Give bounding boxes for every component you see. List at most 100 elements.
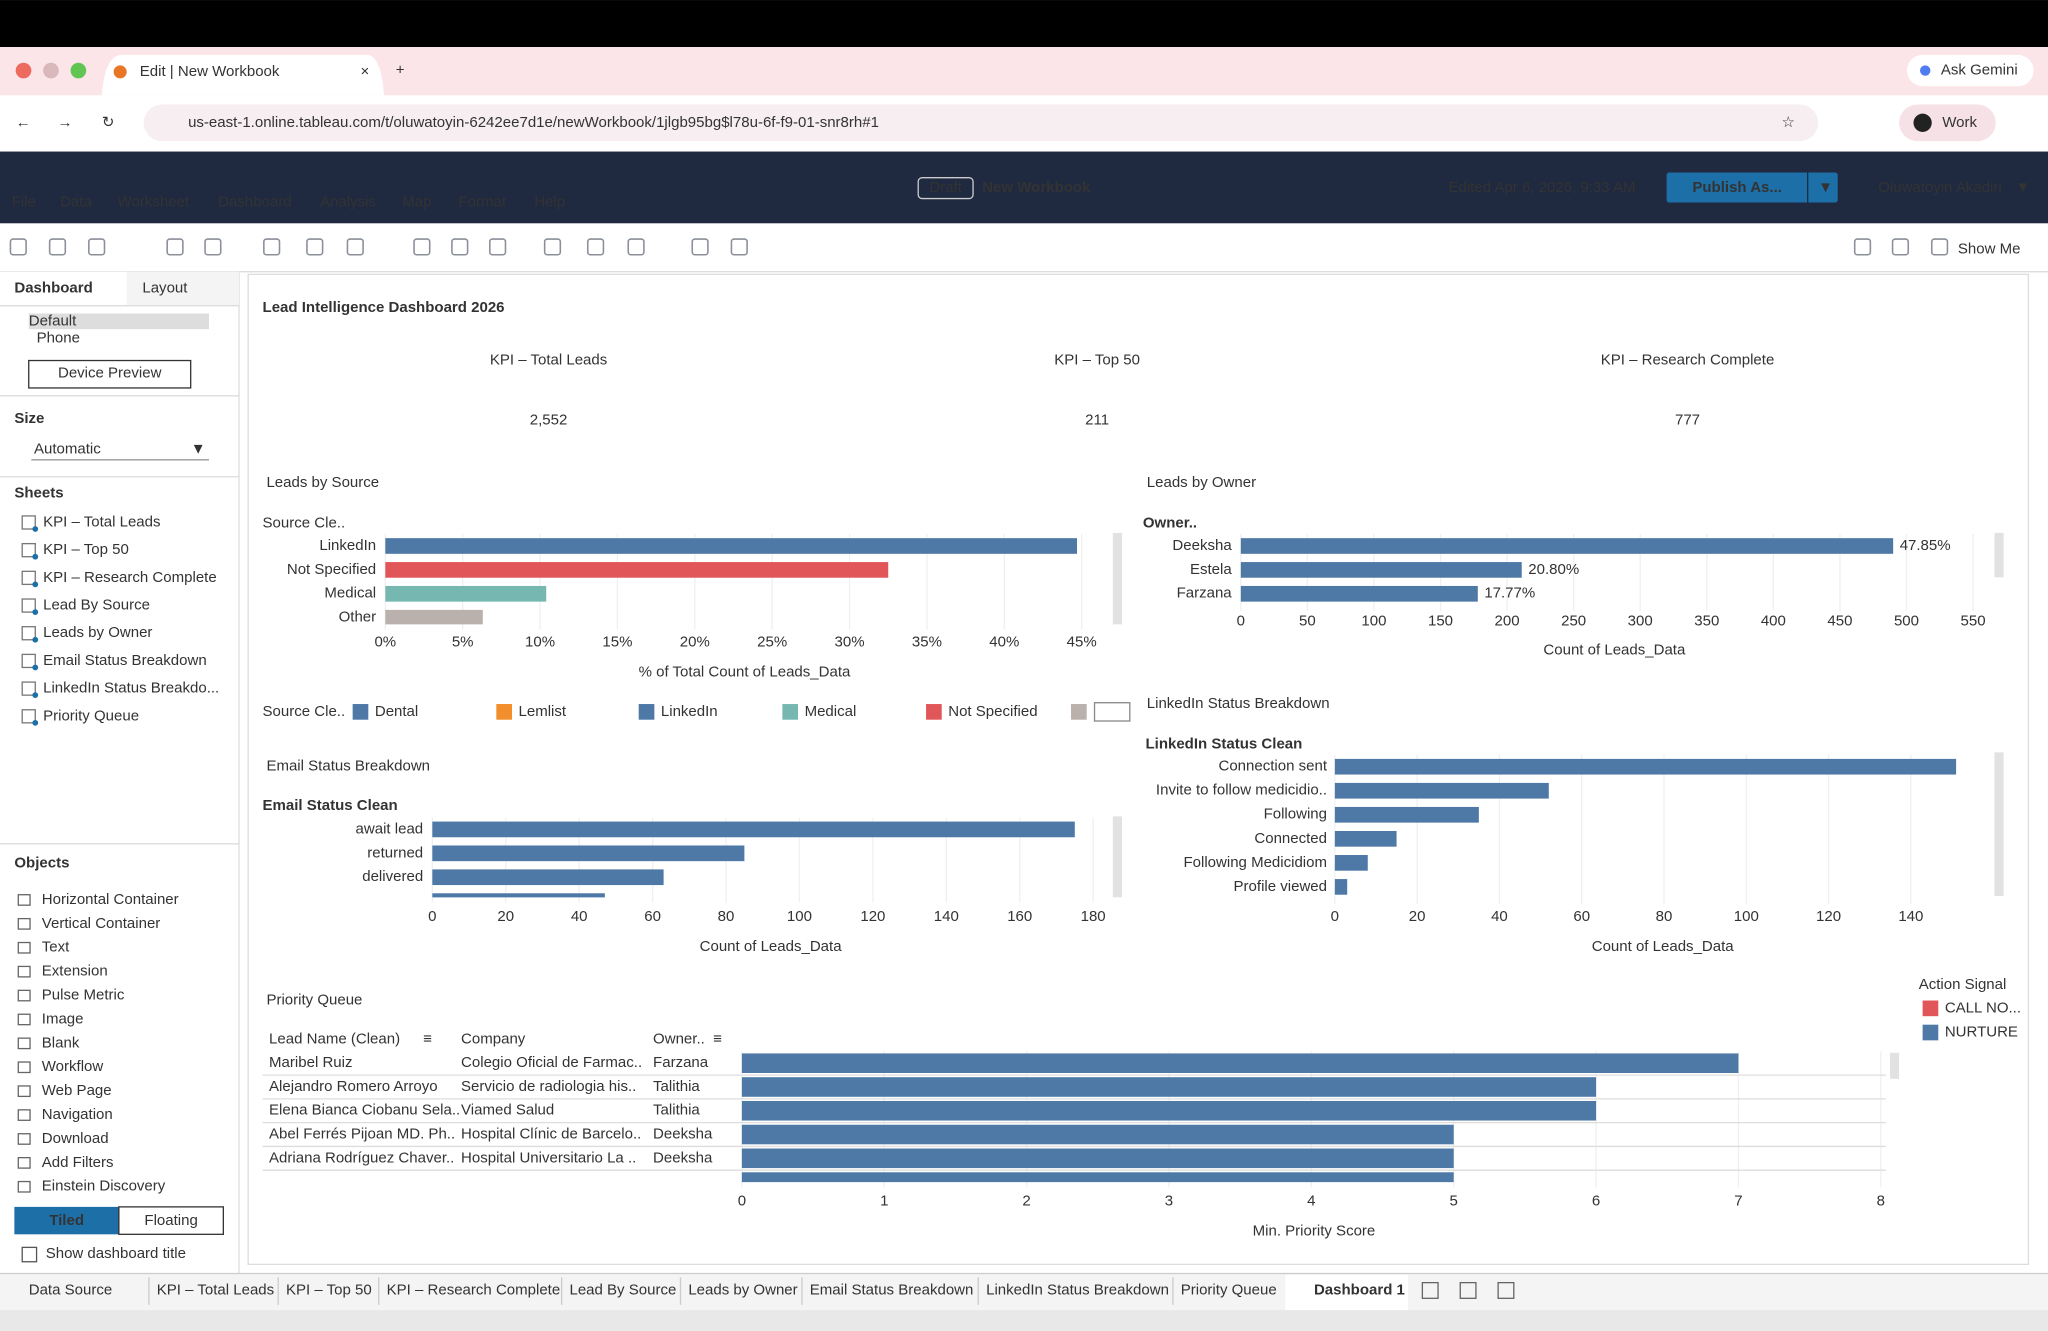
menu-item[interactable]: Help bbox=[534, 193, 565, 210]
publish-label[interactable]: Publish As... bbox=[1692, 179, 1782, 196]
object-item[interactable]: Text bbox=[42, 939, 70, 956]
sidebar-tab[interactable] bbox=[126, 271, 240, 306]
tiled-label[interactable]: Tiled bbox=[49, 1212, 84, 1229]
toolbar-icon[interactable] bbox=[730, 238, 748, 256]
menu-item[interactable]: File bbox=[12, 193, 36, 210]
bar[interactable] bbox=[741, 1077, 1597, 1097]
close-dot[interactable] bbox=[15, 62, 32, 79]
show-me[interactable]: Show Me bbox=[1958, 240, 2021, 257]
legend-label[interactable]: Lemlist bbox=[519, 703, 567, 720]
device[interactable]: Phone bbox=[37, 329, 80, 346]
size-dropdown[interactable]: ▼ bbox=[191, 440, 206, 457]
bar[interactable] bbox=[432, 821, 1075, 838]
toolbar-icon[interactable] bbox=[543, 238, 562, 256]
sheet-tab[interactable]: KPI – Total Leads bbox=[157, 1281, 274, 1298]
active-tab[interactable] bbox=[101, 54, 384, 96]
object-item[interactable]: Workflow bbox=[42, 1058, 104, 1075]
object-item[interactable]: Add Filters bbox=[42, 1154, 114, 1171]
user-dropdown[interactable]: ▼ bbox=[2015, 179, 2030, 196]
url-bar[interactable] bbox=[143, 104, 1819, 142]
checkbox[interactable] bbox=[21, 1246, 38, 1263]
object-item[interactable]: Extension bbox=[42, 963, 108, 980]
sheet-tab[interactable]: KPI – Top 50 bbox=[286, 1281, 372, 1298]
forward[interactable]: → bbox=[57, 114, 72, 131]
sheet-tab[interactable]: Data Source bbox=[29, 1281, 112, 1298]
new-sheet-icon[interactable] bbox=[1497, 1281, 1515, 1299]
bar[interactable] bbox=[385, 538, 1078, 554]
menu-item[interactable]: Worksheet bbox=[118, 193, 190, 210]
menu-item[interactable]: Dashboard bbox=[218, 193, 291, 210]
sheet-item[interactable]: KPI – Total Leads bbox=[43, 513, 160, 530]
sidebar-tab-label[interactable]: Layout bbox=[142, 280, 188, 297]
scrollbar[interactable] bbox=[1889, 1052, 1900, 1079]
legend-swatch[interactable] bbox=[782, 704, 799, 720]
sheet-item[interactable]: KPI – Research Complete bbox=[43, 569, 217, 586]
bar[interactable] bbox=[741, 1172, 1454, 1192]
legend-swatch[interactable] bbox=[352, 704, 369, 720]
bar[interactable] bbox=[1334, 782, 1549, 799]
show-title[interactable]: Show dashboard title bbox=[46, 1245, 186, 1262]
object-item[interactable]: Horizontal Container bbox=[42, 891, 179, 908]
sheet-item[interactable]: Priority Queue bbox=[43, 707, 139, 724]
legend-label[interactable]: Not Specified bbox=[948, 703, 1037, 720]
toolbar-icon[interactable] bbox=[413, 238, 431, 256]
sheet-tab[interactable]: Dashboard 1 bbox=[1314, 1281, 1405, 1298]
bar[interactable] bbox=[432, 869, 664, 886]
bar[interactable] bbox=[741, 1124, 1454, 1145]
sort-icon[interactable]: ≡ bbox=[423, 1031, 432, 1048]
bar[interactable] bbox=[1334, 830, 1397, 847]
tab-title[interactable]: Edit | New Workbook bbox=[140, 63, 280, 80]
object-item[interactable]: Pulse Metric bbox=[42, 987, 125, 1004]
device-selected[interactable] bbox=[28, 313, 209, 330]
bar[interactable] bbox=[432, 845, 745, 862]
bar[interactable] bbox=[385, 585, 547, 602]
legend-label[interactable]: LinkedIn bbox=[661, 703, 718, 720]
active-sheet-tab[interactable] bbox=[1285, 1274, 1408, 1311]
bar[interactable] bbox=[741, 1053, 1739, 1074]
bar[interactable] bbox=[741, 1148, 1454, 1169]
new-sheet-icon[interactable] bbox=[1459, 1281, 1477, 1299]
toolbar-icon[interactable] bbox=[263, 238, 281, 256]
object-item[interactable]: Image bbox=[42, 1010, 84, 1027]
sheet-tab[interactable]: Lead By Source bbox=[569, 1281, 676, 1298]
sheet-tab[interactable]: LinkedIn Status Breakdown bbox=[986, 1281, 1169, 1298]
sheet-item[interactable]: Email Status Breakdown bbox=[43, 652, 207, 669]
bar[interactable] bbox=[741, 1100, 1597, 1121]
profile-pill[interactable] bbox=[1899, 104, 1996, 142]
sheet-tab[interactable]: Priority Queue bbox=[1181, 1281, 1277, 1298]
legend-label[interactable]: NURTURE bbox=[1945, 1023, 2018, 1040]
menu-item[interactable]: Map bbox=[402, 193, 431, 210]
object-item[interactable]: Vertical Container bbox=[42, 915, 161, 932]
url[interactable]: us-east-1.online.tableau.com/t/oluwatoyi… bbox=[188, 114, 879, 131]
toolbar-icon[interactable] bbox=[88, 238, 106, 256]
bar[interactable] bbox=[1334, 879, 1348, 895]
toolbar-icon[interactable] bbox=[1891, 238, 1910, 256]
sheet-item[interactable]: Leads by Owner bbox=[43, 624, 152, 641]
legend-swatch[interactable] bbox=[496, 704, 512, 720]
sheet-item[interactable]: Lead By Source bbox=[43, 597, 150, 614]
toolbar-icon[interactable] bbox=[1930, 238, 1949, 256]
sheet-tab[interactable]: KPI – Research Complete bbox=[387, 1281, 561, 1298]
tab-close[interactable]: × bbox=[360, 63, 369, 80]
bar[interactable] bbox=[432, 893, 605, 909]
sidebar-tab-label[interactable]: Dashboard bbox=[14, 280, 92, 297]
bar[interactable] bbox=[1334, 806, 1479, 823]
toolbar-icon[interactable] bbox=[691, 238, 709, 256]
publish-button[interactable] bbox=[1666, 172, 1838, 203]
legend-swatch[interactable] bbox=[1922, 1024, 1939, 1041]
object-item[interactable]: Download bbox=[42, 1130, 109, 1147]
toolbar-icon[interactable] bbox=[166, 238, 184, 256]
object-item[interactable]: Blank bbox=[42, 1034, 80, 1051]
gemini-button[interactable] bbox=[1906, 54, 2034, 87]
profile-name[interactable]: Work bbox=[1942, 114, 1977, 131]
max-dot[interactable] bbox=[70, 62, 87, 79]
toolbar-icon[interactable] bbox=[489, 238, 507, 256]
scrollbar[interactable] bbox=[1112, 532, 1122, 625]
bar[interactable] bbox=[1240, 585, 1478, 602]
sheet-item[interactable]: LinkedIn Status Breakdo... bbox=[43, 680, 219, 697]
new-sheet-icon[interactable] bbox=[1421, 1281, 1439, 1299]
toolbar-icon[interactable] bbox=[1853, 238, 1872, 256]
scrollbar[interactable] bbox=[1994, 752, 2004, 897]
toolbar-icon[interactable] bbox=[9, 238, 27, 256]
min-dot[interactable] bbox=[43, 62, 59, 79]
